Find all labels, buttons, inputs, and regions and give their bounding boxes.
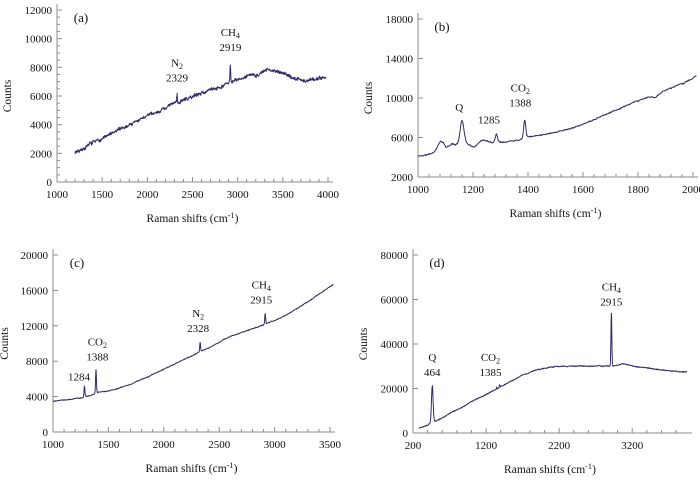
y-tick-label: 0	[47, 177, 53, 189]
y-tick-label: 12000	[21, 321, 49, 333]
x-tick-label: 1500	[91, 189, 114, 201]
y-tick-label: 60000	[381, 295, 409, 307]
x-axis-title: Raman shifts (cm-1)	[146, 461, 238, 475]
peak-annotation: Q	[455, 102, 463, 114]
x-tick-label: 2200	[548, 440, 571, 452]
peak-annotation: CH4	[602, 282, 621, 296]
x-tick-label: 3000	[227, 189, 250, 201]
peak-annotation: CO2	[88, 336, 107, 350]
y-tick-label: 10000	[386, 93, 414, 105]
x-tick-label: 3500	[272, 189, 295, 201]
peak-annotation: 1388	[509, 98, 532, 110]
x-tick-label: 200	[405, 440, 422, 452]
peak-annotation: Q	[428, 352, 436, 364]
x-tick-label: 1000	[46, 189, 69, 201]
series-spectrum	[417, 75, 697, 157]
y-tick-label: 16000	[21, 285, 49, 297]
panel-b: 1000 1200 1400 1600 1800 2000 2000 6000 10000 140…	[350, 0, 700, 240]
y-tick-label: 80000	[381, 250, 409, 262]
y-tick-label: 8000	[26, 356, 49, 368]
x-tick-label: 3200	[621, 440, 644, 452]
x-axis-title: Raman shifts (cm-1)	[147, 211, 239, 225]
y-axis-title: Counts	[2, 79, 14, 112]
panel-label: (a)	[74, 10, 88, 25]
y-tick-label: 0	[43, 427, 49, 439]
x-tick-label: 3000	[264, 439, 287, 451]
peak-annotation: 1385	[479, 367, 502, 379]
chart-a-canvas: 1000 1500 2000 2500 3000 3500 4000 0 2000 4000 600…	[2, 4, 340, 225]
chart-c-canvas: 1000 1500 2000 2500 3000 3500 0 4000 8000 12000 16…	[0, 249, 342, 475]
y-tick-label: 14000	[386, 54, 414, 66]
y-tick-label: 8000	[30, 62, 53, 74]
peak-annotation: 2915	[250, 295, 273, 307]
panel-label: (d)	[429, 255, 444, 270]
panel-a: 1000 1500 2000 2500 3000 3500 4000 0 2000 4000 600…	[0, 0, 350, 240]
y-tick-label: 18000	[386, 14, 414, 26]
peak-annotation: 1285	[478, 115, 501, 127]
x-tick-label: 2500	[208, 439, 231, 451]
y-axis-title: Counts	[0, 327, 11, 360]
y-axis-title: Counts	[363, 81, 375, 114]
panel-d: 200 1200 2200 3200 0 20000 40000 60000 80000 Rama…	[350, 240, 700, 480]
y-tick-label: 12000	[25, 5, 53, 17]
y-tick-label: 6000	[391, 133, 414, 145]
peak-annotation: N2	[171, 57, 183, 71]
peak-annotation: CO2	[511, 83, 530, 97]
y-tick-label: 4000	[26, 392, 49, 404]
x-tick-label: 2000	[682, 184, 700, 196]
panel-c: 1000 1500 2000 2500 3000 3500 0 4000 8000 12000 16…	[0, 240, 350, 480]
x-tick-label: 2000	[136, 189, 159, 201]
panel-label: (b)	[434, 19, 449, 34]
x-tick-label: 1200	[475, 440, 498, 452]
y-tick-label: 0	[403, 428, 409, 440]
y-tick-label: 10000	[25, 34, 53, 46]
series-spectrum	[52, 283, 334, 403]
x-tick-label: 3500	[319, 439, 342, 451]
peak-annotation: 2915	[600, 297, 623, 309]
x-axis-title: Raman shifts (cm-1)	[510, 206, 602, 220]
y-tick-label: 40000	[381, 339, 409, 351]
x-axis-title: Raman shifts (cm-1)	[504, 462, 596, 476]
peak-annotation: 1388	[86, 351, 109, 363]
chart-b-canvas: 1000 1200 1400 1600 1800 2000 2000 6000 10000 140…	[363, 13, 700, 220]
peak-annotation: 2919	[219, 42, 242, 54]
x-tick-label: 1500	[97, 439, 120, 451]
x-tick-label: 1400	[517, 184, 540, 196]
y-tick-label: 2000	[30, 148, 53, 160]
y-tick-label: 2000	[391, 172, 414, 184]
peak-annotation: CH4	[252, 280, 271, 294]
x-tick-label: 1000	[42, 439, 65, 451]
x-tick-label: 4000	[317, 189, 340, 201]
peak-annotation: 464	[424, 367, 441, 379]
x-tick-label: 1800	[627, 184, 650, 196]
chart-d-canvas: 200 1200 2200 3200 0 20000 40000 60000 80000 Rama…	[358, 249, 692, 476]
y-axis-title: Counts	[358, 327, 370, 360]
x-tick-label: 2500	[182, 189, 205, 201]
peak-annotation: 1284	[68, 372, 91, 384]
series-spectrum	[74, 64, 327, 155]
x-tick-label: 2000	[153, 439, 176, 451]
peak-annotation: CO2	[481, 352, 500, 366]
x-tick-label: 1600	[572, 184, 595, 196]
peak-annotation: N2	[192, 308, 204, 322]
peak-annotation: 2329	[166, 72, 189, 84]
x-tick-label: 1000	[407, 184, 430, 196]
y-tick-label: 20000	[381, 384, 409, 396]
peak-annotation: CH4	[221, 27, 240, 41]
y-tick-label: 6000	[30, 91, 53, 103]
x-tick-label: 1200	[462, 184, 485, 196]
series-spectrum	[418, 312, 688, 429]
y-tick-label: 4000	[30, 120, 53, 132]
peak-annotation: 2328	[187, 323, 210, 335]
y-tick-label: 20000	[21, 250, 49, 262]
panel-label: (c)	[70, 255, 84, 270]
